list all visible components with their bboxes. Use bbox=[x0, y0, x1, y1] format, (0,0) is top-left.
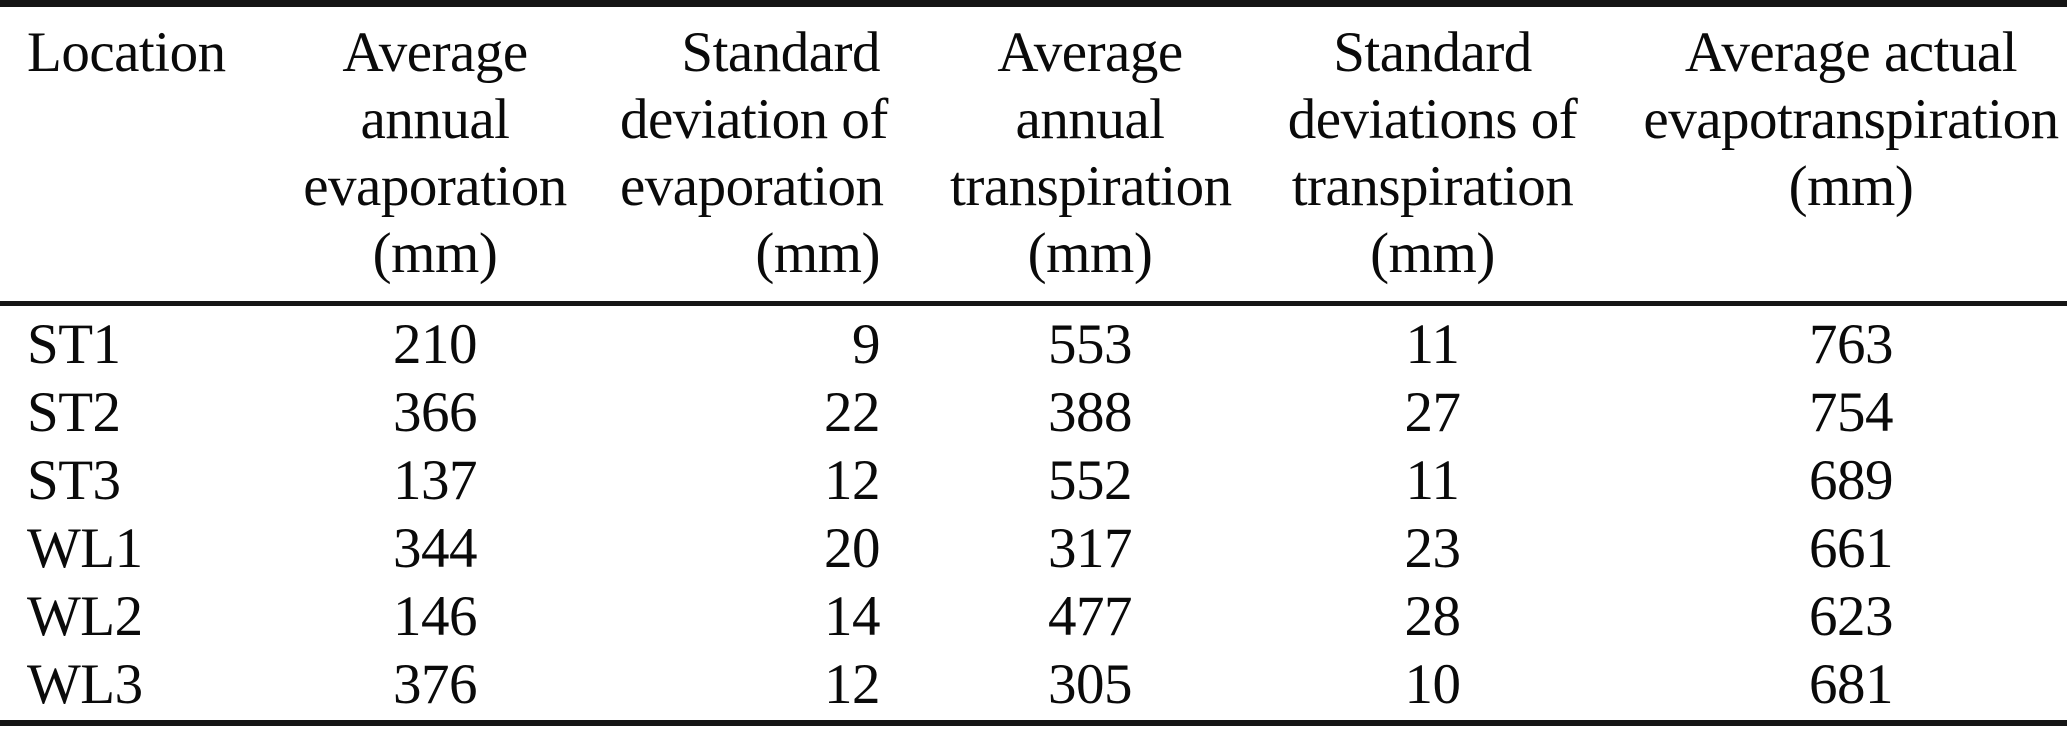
value-cell: 12 bbox=[824, 448, 881, 512]
value-cell: 20 bbox=[824, 516, 881, 580]
table-row: ST3 137 12 552 11 689 bbox=[0, 446, 2067, 514]
value-cell: 344 bbox=[393, 516, 478, 580]
value-cell: 305 bbox=[1048, 652, 1133, 716]
value-cell: 146 bbox=[393, 584, 478, 648]
location-cell: WL2 bbox=[27, 584, 143, 648]
value-cell: 754 bbox=[1809, 380, 1894, 444]
location-cell: WL1 bbox=[27, 516, 143, 580]
col-header-avg-annual-evaporation: Average annual evaporation (mm) bbox=[250, 3, 620, 306]
value-cell: 23 bbox=[1404, 516, 1462, 580]
table-row: ST2 366 22 388 27 754 bbox=[0, 378, 2067, 446]
value-cell: 689 bbox=[1809, 448, 1894, 512]
table-row: WL2 146 14 477 28 623 bbox=[0, 582, 2067, 650]
col-header-std-deviations-transpiration: Standard deviations of transpiration (mm… bbox=[1230, 3, 1605, 306]
value-cell: 376 bbox=[393, 652, 478, 716]
value-cell: 623 bbox=[1809, 584, 1894, 648]
value-cell: 681 bbox=[1809, 652, 1894, 716]
value-cell: 366 bbox=[393, 380, 478, 444]
value-cell: 763 bbox=[1809, 312, 1894, 376]
table-row: WL3 376 12 305 10 681 bbox=[0, 650, 2067, 718]
location-cell: ST2 bbox=[27, 380, 121, 444]
value-cell: 28 bbox=[1404, 584, 1462, 648]
col-header-avg-annual-transpiration: Average annual transpiration (mm) bbox=[890, 3, 1232, 306]
table-row: ST1 210 9 553 11 763 bbox=[0, 304, 2067, 379]
value-cell: 27 bbox=[1404, 380, 1462, 444]
value-cell: 553 bbox=[1048, 312, 1133, 376]
value-cell: 661 bbox=[1809, 516, 1894, 580]
value-cell: 210 bbox=[393, 312, 478, 376]
value-cell: 388 bbox=[1048, 380, 1133, 444]
value-cell: 12 bbox=[824, 652, 881, 716]
header-row: Location Average annual evaporation (mm)… bbox=[0, 3, 2067, 306]
bottom-rule bbox=[0, 720, 2067, 726]
value-cell: 9 bbox=[852, 312, 881, 376]
col-header-std-deviation-evaporation: Standard deviation of evaporation (mm) bbox=[620, 3, 890, 306]
value-cell: 317 bbox=[1048, 516, 1133, 580]
location-cell: ST3 bbox=[27, 448, 121, 512]
location-cell: ST1 bbox=[27, 312, 121, 376]
col-header-location: Location bbox=[0, 3, 250, 306]
value-cell: 14 bbox=[824, 584, 881, 648]
location-cell: WL3 bbox=[27, 652, 143, 716]
value-cell: 22 bbox=[824, 380, 881, 444]
value-cell: 552 bbox=[1048, 448, 1133, 512]
table-row: WL1 344 20 317 23 661 bbox=[0, 514, 2067, 582]
value-cell: 11 bbox=[1405, 448, 1460, 512]
value-cell: 477 bbox=[1048, 584, 1133, 648]
value-cell: 10 bbox=[1404, 652, 1462, 716]
value-cell: 137 bbox=[393, 448, 478, 512]
value-cell: 11 bbox=[1405, 312, 1460, 376]
col-header-avg-actual-evapotranspiration: Average actual evapotranspiration (mm) bbox=[1605, 3, 2067, 306]
